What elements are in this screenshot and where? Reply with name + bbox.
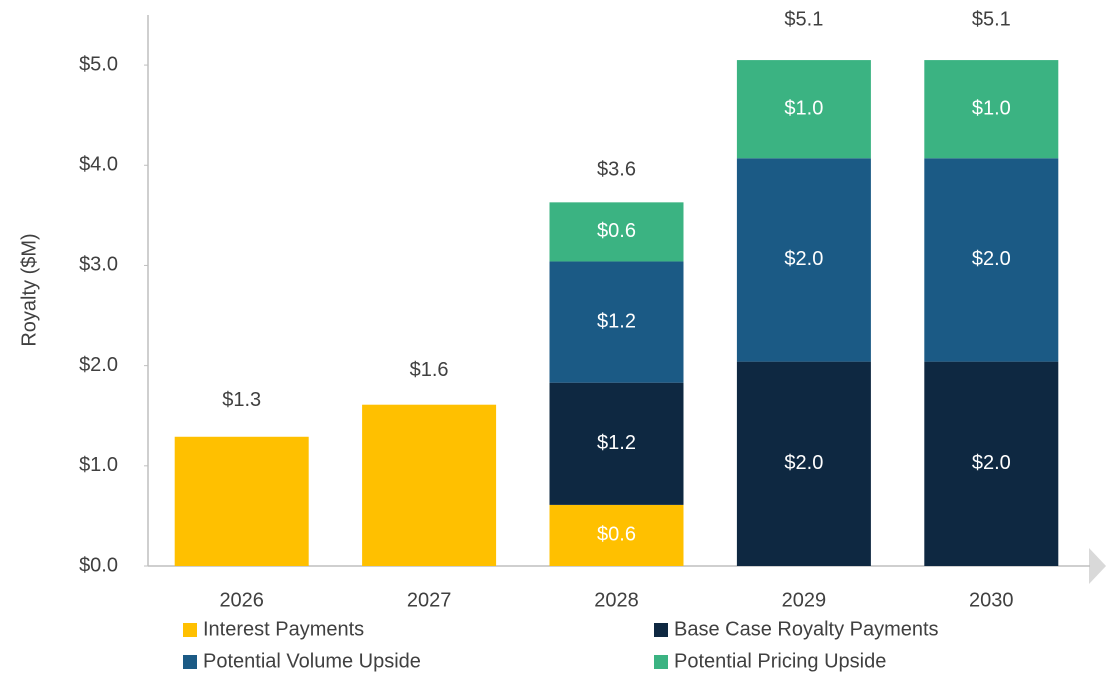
legend-label: Potential Pricing Upside (674, 650, 886, 672)
y-tick-label: $5.0 (79, 53, 118, 75)
bar-segment (736, 158, 871, 362)
x-tick-label: 2026 (219, 589, 264, 611)
total-label: $5.1 (972, 8, 1011, 30)
bar-segment (174, 436, 309, 566)
y-tick-label: $0.0 (79, 554, 118, 576)
bar-segment (549, 202, 684, 262)
x-tick-label: 2027 (407, 589, 452, 611)
legend-swatch (654, 655, 668, 669)
data-label: $2.0 (972, 452, 1011, 474)
legend-label: Interest Payments (203, 618, 364, 640)
data-label: $1.2 (597, 432, 636, 454)
data-label: $0.6 (597, 524, 636, 546)
legend-label: Potential Volume Upside (203, 650, 421, 672)
total-label: $1.3 (222, 389, 261, 411)
bar-segment (549, 504, 684, 566)
total-label: $5.1 (784, 8, 823, 30)
data-label: $1.0 (972, 97, 1011, 119)
data-label: $1.2 (597, 310, 636, 332)
axis-arrow (1089, 548, 1106, 584)
x-tick-label: 2029 (782, 589, 827, 611)
data-label: $2.0 (972, 248, 1011, 270)
data-label: $1.0 (784, 97, 823, 119)
bar-segment (924, 361, 1059, 566)
y-axis-label: Royalty ($M) (18, 233, 40, 346)
y-tick-label: $2.0 (79, 354, 118, 376)
y-tick-label: $4.0 (79, 154, 118, 176)
x-tick-label: 2028 (594, 589, 639, 611)
total-label: $1.6 (410, 359, 449, 381)
bar-segment (736, 60, 871, 159)
bar-segment (549, 261, 684, 383)
bar-segment (362, 404, 497, 566)
x-tick-label: 2030 (969, 589, 1014, 611)
data-label: $0.6 (597, 220, 636, 242)
data-label: $2.0 (784, 452, 823, 474)
y-tick-label: $1.0 (79, 454, 118, 476)
bar-segment (924, 158, 1059, 362)
y-tick-label: $3.0 (79, 254, 118, 276)
bar-segment (736, 361, 871, 566)
data-label: $2.0 (784, 248, 823, 270)
legend-swatch (654, 623, 668, 637)
legend-swatch (183, 623, 197, 637)
legend-swatch (183, 655, 197, 669)
bar-segment (924, 60, 1059, 159)
bar-segment (549, 382, 684, 505)
total-label: $3.6 (597, 159, 636, 181)
legend-label: Base Case Royalty Payments (674, 618, 939, 640)
